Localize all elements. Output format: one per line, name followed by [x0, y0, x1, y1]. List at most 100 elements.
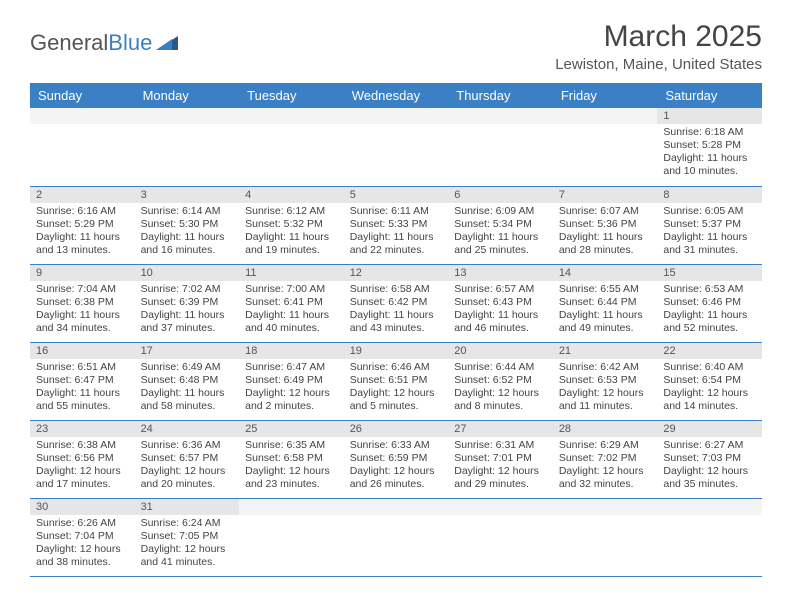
sunrise-text: Sunrise: 6:09 AM	[454, 205, 547, 218]
sunrise-text: Sunrise: 6:26 AM	[36, 517, 129, 530]
sunrise-text: Sunrise: 6:16 AM	[36, 205, 129, 218]
daylight-text: Daylight: 11 hours and 28 minutes.	[559, 231, 652, 257]
sunrise-text: Sunrise: 6:18 AM	[663, 126, 756, 139]
daynum-bar-empty	[344, 499, 449, 515]
day-number: 8	[657, 187, 762, 203]
sunrise-text: Sunrise: 6:55 AM	[559, 283, 652, 296]
sunset-text: Sunset: 6:52 PM	[454, 374, 547, 387]
sunrise-text: Sunrise: 6:33 AM	[350, 439, 443, 452]
calendar-cell: 17Sunrise: 6:49 AMSunset: 6:48 PMDayligh…	[135, 342, 240, 420]
calendar-cell: 13Sunrise: 6:57 AMSunset: 6:43 PMDayligh…	[448, 264, 553, 342]
sunrise-text: Sunrise: 6:49 AM	[141, 361, 234, 374]
daylight-text: Daylight: 12 hours and 8 minutes.	[454, 387, 547, 413]
day-details: Sunrise: 6:33 AMSunset: 6:59 PMDaylight:…	[344, 437, 449, 496]
day-number: 26	[344, 421, 449, 437]
day-details: Sunrise: 6:14 AMSunset: 5:30 PMDaylight:…	[135, 203, 240, 262]
day-number: 10	[135, 265, 240, 281]
day-number: 20	[448, 343, 553, 359]
day-details: Sunrise: 7:04 AMSunset: 6:38 PMDaylight:…	[30, 281, 135, 340]
calendar-body: 1Sunrise: 6:18 AMSunset: 5:28 PMDaylight…	[30, 108, 762, 576]
day-details: Sunrise: 6:31 AMSunset: 7:01 PMDaylight:…	[448, 437, 553, 496]
daylight-text: Daylight: 11 hours and 37 minutes.	[141, 309, 234, 335]
day-number: 21	[553, 343, 658, 359]
day-header: Friday	[553, 83, 658, 108]
daynum-bar-empty	[344, 108, 449, 124]
sunrise-text: Sunrise: 6:05 AM	[663, 205, 756, 218]
calendar-cell	[448, 498, 553, 576]
daynum-bar-empty	[30, 108, 135, 124]
sunrise-text: Sunrise: 7:04 AM	[36, 283, 129, 296]
sunset-text: Sunset: 6:59 PM	[350, 452, 443, 465]
daylight-text: Daylight: 12 hours and 5 minutes.	[350, 387, 443, 413]
day-details: Sunrise: 6:12 AMSunset: 5:32 PMDaylight:…	[239, 203, 344, 262]
day-header: Wednesday	[344, 83, 449, 108]
sunrise-text: Sunrise: 6:57 AM	[454, 283, 547, 296]
daylight-text: Daylight: 11 hours and 16 minutes.	[141, 231, 234, 257]
day-details: Sunrise: 6:11 AMSunset: 5:33 PMDaylight:…	[344, 203, 449, 262]
sunset-text: Sunset: 6:48 PM	[141, 374, 234, 387]
day-number: 25	[239, 421, 344, 437]
sunrise-text: Sunrise: 7:02 AM	[141, 283, 234, 296]
calendar-cell: 23Sunrise: 6:38 AMSunset: 6:56 PMDayligh…	[30, 420, 135, 498]
daylight-text: Daylight: 11 hours and 19 minutes.	[245, 231, 338, 257]
calendar-cell: 16Sunrise: 6:51 AMSunset: 6:47 PMDayligh…	[30, 342, 135, 420]
day-details: Sunrise: 6:18 AMSunset: 5:28 PMDaylight:…	[657, 124, 762, 183]
sunrise-text: Sunrise: 6:40 AM	[663, 361, 756, 374]
day-details: Sunrise: 6:16 AMSunset: 5:29 PMDaylight:…	[30, 203, 135, 262]
day-details: Sunrise: 6:24 AMSunset: 7:05 PMDaylight:…	[135, 515, 240, 574]
sunrise-text: Sunrise: 6:46 AM	[350, 361, 443, 374]
daylight-text: Daylight: 12 hours and 11 minutes.	[559, 387, 652, 413]
sunset-text: Sunset: 6:38 PM	[36, 296, 129, 309]
sunrise-text: Sunrise: 6:29 AM	[559, 439, 652, 452]
calendar-page: GeneralBlue March 2025 Lewiston, Maine, …	[0, 0, 792, 597]
day-number: 6	[448, 187, 553, 203]
day-number: 23	[30, 421, 135, 437]
daylight-text: Daylight: 11 hours and 46 minutes.	[454, 309, 547, 335]
sunset-text: Sunset: 6:56 PM	[36, 452, 129, 465]
daylight-text: Daylight: 11 hours and 52 minutes.	[663, 309, 756, 335]
calendar-table: Sunday Monday Tuesday Wednesday Thursday…	[30, 83, 762, 577]
sunset-text: Sunset: 6:57 PM	[141, 452, 234, 465]
daylight-text: Daylight: 12 hours and 26 minutes.	[350, 465, 443, 491]
calendar-cell	[553, 498, 658, 576]
sunset-text: Sunset: 7:01 PM	[454, 452, 547, 465]
calendar-cell: 7Sunrise: 6:07 AMSunset: 5:36 PMDaylight…	[553, 186, 658, 264]
logo-triangle-icon	[156, 30, 178, 56]
day-number: 1	[657, 108, 762, 124]
daylight-text: Daylight: 12 hours and 14 minutes.	[663, 387, 756, 413]
day-details: Sunrise: 6:47 AMSunset: 6:49 PMDaylight:…	[239, 359, 344, 418]
day-details: Sunrise: 6:38 AMSunset: 6:56 PMDaylight:…	[30, 437, 135, 496]
calendar-cell	[448, 108, 553, 186]
daynum-bar-empty	[239, 499, 344, 515]
title-block: March 2025 Lewiston, Maine, United State…	[555, 20, 762, 73]
sunrise-text: Sunrise: 6:36 AM	[141, 439, 234, 452]
calendar-cell: 4Sunrise: 6:12 AMSunset: 5:32 PMDaylight…	[239, 186, 344, 264]
logo-text-2: Blue	[108, 30, 152, 56]
sunrise-text: Sunrise: 6:35 AM	[245, 439, 338, 452]
daylight-text: Daylight: 11 hours and 31 minutes.	[663, 231, 756, 257]
sunset-text: Sunset: 7:05 PM	[141, 530, 234, 543]
sunset-text: Sunset: 5:30 PM	[141, 218, 234, 231]
day-number: 15	[657, 265, 762, 281]
sunset-text: Sunset: 5:32 PM	[245, 218, 338, 231]
daylight-text: Daylight: 11 hours and 55 minutes.	[36, 387, 129, 413]
daynum-bar-empty	[657, 499, 762, 515]
day-number: 12	[344, 265, 449, 281]
calendar-cell: 8Sunrise: 6:05 AMSunset: 5:37 PMDaylight…	[657, 186, 762, 264]
sunrise-text: Sunrise: 6:58 AM	[350, 283, 443, 296]
calendar-cell	[239, 498, 344, 576]
daylight-text: Daylight: 11 hours and 40 minutes.	[245, 309, 338, 335]
day-number: 28	[553, 421, 658, 437]
daylight-text: Daylight: 12 hours and 29 minutes.	[454, 465, 547, 491]
daylight-text: Daylight: 12 hours and 38 minutes.	[36, 543, 129, 569]
day-details: Sunrise: 6:44 AMSunset: 6:52 PMDaylight:…	[448, 359, 553, 418]
sunrise-text: Sunrise: 7:00 AM	[245, 283, 338, 296]
day-details: Sunrise: 6:27 AMSunset: 7:03 PMDaylight:…	[657, 437, 762, 496]
daylight-text: Daylight: 11 hours and 25 minutes.	[454, 231, 547, 257]
calendar-cell: 1Sunrise: 6:18 AMSunset: 5:28 PMDaylight…	[657, 108, 762, 186]
calendar-cell: 9Sunrise: 7:04 AMSunset: 6:38 PMDaylight…	[30, 264, 135, 342]
day-details: Sunrise: 6:07 AMSunset: 5:36 PMDaylight:…	[553, 203, 658, 262]
day-details: Sunrise: 6:46 AMSunset: 6:51 PMDaylight:…	[344, 359, 449, 418]
sunrise-text: Sunrise: 6:53 AM	[663, 283, 756, 296]
day-number: 29	[657, 421, 762, 437]
